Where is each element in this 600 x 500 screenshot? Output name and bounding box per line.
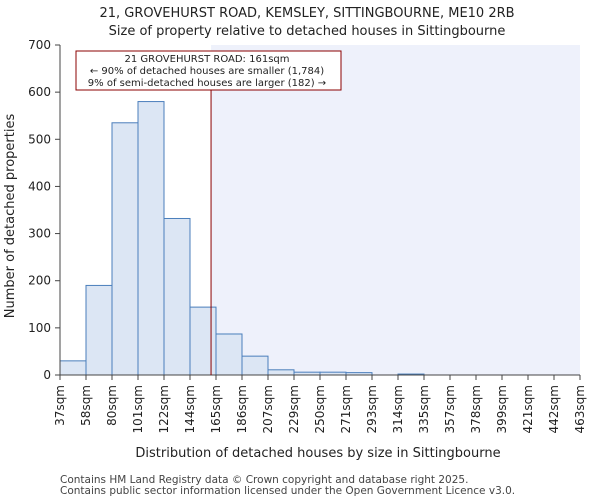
bar-207sqm bbox=[267, 369, 295, 376]
x-tick-label: 37sqm bbox=[53, 385, 67, 426]
x-tick-label: 357sqm bbox=[443, 385, 457, 433]
bar-101sqm bbox=[137, 101, 165, 376]
y-tick-label: 300 bbox=[28, 227, 51, 241]
x-tick-label: 80sqm bbox=[105, 385, 119, 426]
x-tick-label: 186sqm bbox=[235, 385, 249, 433]
x-tick-label: 442sqm bbox=[547, 385, 561, 433]
annotation-line-2: ← 90% of detached houses are smaller (1,… bbox=[90, 66, 324, 77]
y-tick-label: 0 bbox=[43, 368, 51, 382]
x-tick-label: 399sqm bbox=[495, 385, 509, 433]
x-tick-label: 463sqm bbox=[573, 385, 587, 433]
chart-title: 21, GROVEHURST ROAD, KEMSLEY, SITTINGBOU… bbox=[99, 6, 514, 21]
x-tick-label: 378sqm bbox=[469, 385, 483, 433]
x-tick-label: 250sqm bbox=[313, 385, 327, 433]
x-axis-label: Distribution of detached houses by size … bbox=[135, 446, 500, 461]
bar-186sqm bbox=[241, 355, 269, 376]
x-tick-label: 144sqm bbox=[183, 385, 197, 433]
y-tick-label: 400 bbox=[28, 179, 51, 193]
bar-122sqm bbox=[163, 217, 191, 376]
x-tick-label: 271sqm bbox=[339, 385, 353, 433]
x-tick-label: 335sqm bbox=[417, 385, 431, 433]
x-tick-label: 165sqm bbox=[209, 385, 223, 433]
x-tick-label: 101sqm bbox=[131, 385, 145, 433]
bar-58sqm bbox=[85, 284, 113, 376]
x-tick-label: 122sqm bbox=[157, 385, 171, 433]
y-tick-label: 700 bbox=[28, 38, 51, 52]
annotation-line-3: 9% of semi-detached houses are larger (1… bbox=[88, 78, 326, 89]
chart-subtitle: Size of property relative to detached ho… bbox=[109, 24, 506, 39]
y-tick-label: 200 bbox=[28, 274, 51, 288]
annotation-line-1: 21 GROVEHURST ROAD: 161sqm bbox=[125, 54, 290, 65]
y-tick-label: 500 bbox=[28, 132, 51, 146]
bar-165sqm bbox=[215, 333, 243, 376]
bar-37sqm bbox=[59, 360, 87, 376]
x-tick-label: 421sqm bbox=[521, 385, 535, 433]
x-tick-label: 314sqm bbox=[391, 385, 405, 433]
footer-line-1: Contains HM Land Registry data © Crown c… bbox=[60, 474, 468, 486]
x-tick-label: 207sqm bbox=[261, 385, 275, 433]
highlight-region bbox=[211, 45, 581, 375]
y-tick-label: 600 bbox=[28, 85, 51, 99]
bar-144sqm bbox=[189, 306, 217, 376]
footer-line-2: Contains public sector information licen… bbox=[60, 485, 515, 497]
x-tick-label: 293sqm bbox=[365, 385, 379, 433]
y-tick-label: 100 bbox=[28, 321, 51, 335]
y-axis-label: Number of detached properties bbox=[3, 114, 18, 319]
annotation-border bbox=[75, 50, 342, 91]
x-tick-label: 58sqm bbox=[79, 385, 93, 426]
bar-80sqm bbox=[111, 122, 139, 376]
x-tick-label: 229sqm bbox=[287, 385, 301, 433]
annotation-box: 21 GROVEHURST ROAD: 161sqm ← 90% of deta… bbox=[75, 50, 342, 91]
